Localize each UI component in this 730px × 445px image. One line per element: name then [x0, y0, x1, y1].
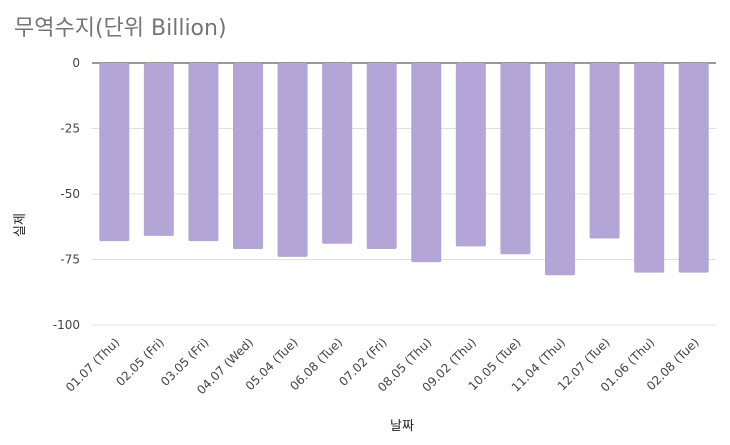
- bar: [455, 63, 486, 247]
- bar: [143, 63, 174, 236]
- bar: [678, 63, 709, 273]
- bar: [99, 63, 130, 242]
- bar: [500, 63, 531, 255]
- bar: [322, 63, 353, 244]
- x-tick-label: 01.07 (Thu): [63, 335, 122, 394]
- bar: [545, 63, 575, 276]
- x-axis-label: 날짜: [390, 419, 414, 434]
- y-axis-label: 실제: [13, 213, 28, 237]
- bar: [366, 63, 397, 250]
- y-tick-label: 0: [72, 56, 80, 70]
- bar: [188, 63, 219, 242]
- x-axis-ticks: 01.07 (Thu)02.05 (Fri)03.05 (Fri)04.07 (…: [63, 335, 702, 397]
- y-tick-label: -50: [60, 187, 80, 201]
- bar: [233, 63, 263, 250]
- bar: [411, 63, 442, 263]
- bar: [634, 63, 665, 273]
- bar: [589, 63, 620, 239]
- bar: [277, 63, 308, 257]
- y-tick-label: -100: [53, 318, 80, 332]
- y-axis-ticks: 0 -25 -50 -75 -100: [53, 56, 80, 332]
- bars: [99, 63, 709, 276]
- y-tick-label: -25: [60, 122, 80, 136]
- gridlines: [92, 62, 716, 326]
- chart-title: 무역수지(단위 Billion): [14, 16, 227, 41]
- y-tick-label: -75: [60, 253, 80, 267]
